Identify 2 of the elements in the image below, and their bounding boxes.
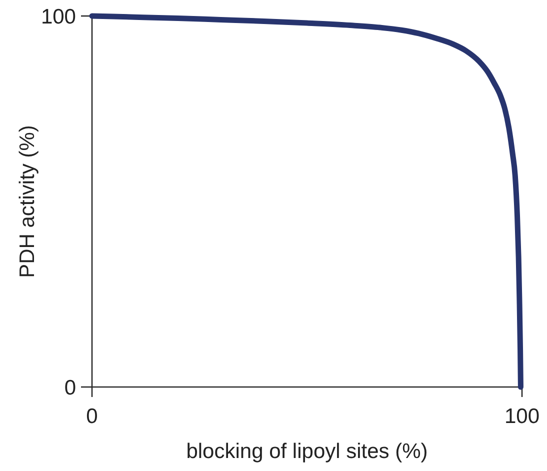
y-axis-title: PDH activity (%) [16, 125, 39, 278]
x-axis-title: blocking of lipoyl sites (%) [186, 440, 428, 463]
